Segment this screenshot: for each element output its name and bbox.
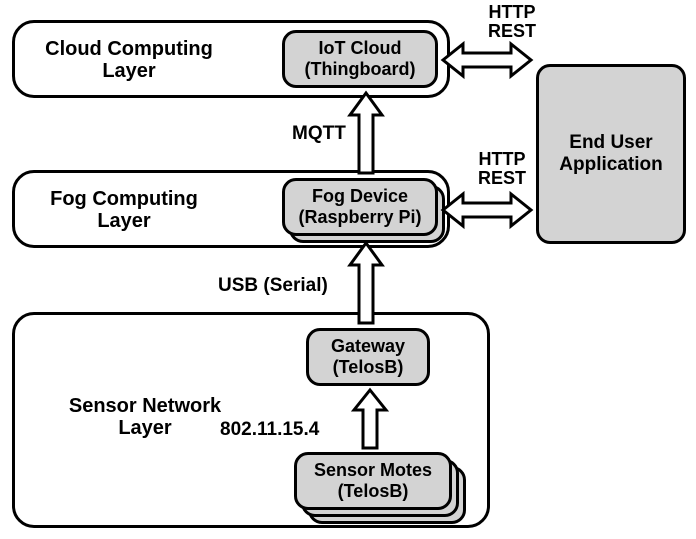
- label-usb-text: USB (Serial): [218, 275, 328, 296]
- arrow-http-top: [443, 44, 531, 76]
- layer-sensor-title-l1: Sensor Network: [69, 395, 221, 417]
- label-ieee-text: 802.11.15.4: [220, 419, 319, 440]
- layer-fog-title-l2: Layer: [97, 210, 150, 232]
- node-motes-l1: Sensor Motes: [314, 460, 432, 481]
- node-gateway-l2: (TelosB): [333, 357, 404, 378]
- label-http-top: HTTP REST: [488, 3, 536, 41]
- layer-fog-title: Fog Computing Layer: [34, 188, 214, 232]
- arrow-ieee: [354, 390, 386, 448]
- node-end-user-l1: End User: [569, 132, 652, 154]
- node-fog-device-l2: (Raspberry Pi): [298, 207, 421, 228]
- label-mqtt: MQTT: [292, 124, 346, 144]
- layer-cloud-title-l2: Layer: [102, 60, 155, 82]
- node-gateway-l1: Gateway: [331, 336, 405, 357]
- node-fog-device-l1: Fog Device: [312, 186, 408, 207]
- layer-cloud-title-l1: Cloud Computing: [45, 38, 213, 60]
- label-http-top-l2: REST: [488, 21, 536, 41]
- label-mqtt-text: MQTT: [292, 123, 346, 144]
- layer-sensor-title-l2: Layer: [118, 417, 171, 439]
- node-motes-l2: (TelosB): [338, 481, 409, 502]
- label-http-top-l1: HTTP: [489, 2, 536, 22]
- label-ieee: 802.11.15.4: [220, 420, 319, 440]
- node-gateway: Gateway (TelosB): [306, 328, 430, 386]
- arrow-http-mid: [443, 194, 531, 226]
- node-end-user-l2: Application: [559, 154, 662, 176]
- label-http-mid-l1: HTTP: [479, 149, 526, 169]
- node-fog-device: Fog Device (Raspberry Pi): [282, 178, 438, 236]
- arrow-mqtt: [350, 93, 382, 173]
- layer-cloud-title: Cloud Computing Layer: [34, 38, 224, 82]
- diagram-canvas: Cloud Computing Layer Fog Computing Laye…: [0, 0, 696, 539]
- label-http-mid-l2: REST: [478, 168, 526, 188]
- arrow-usb: [350, 243, 382, 323]
- layer-fog-title-l1: Fog Computing: [50, 188, 198, 210]
- node-motes: Sensor Motes (TelosB): [294, 452, 452, 510]
- node-end-user: End User Application: [536, 64, 686, 244]
- node-iot-cloud-l1: IoT Cloud: [319, 38, 402, 59]
- label-http-mid: HTTP REST: [478, 150, 526, 188]
- layer-sensor-title: Sensor Network Layer: [60, 395, 230, 439]
- label-usb: USB (Serial): [218, 276, 328, 296]
- node-iot-cloud-l2: (Thingboard): [305, 59, 416, 80]
- node-iot-cloud: IoT Cloud (Thingboard): [282, 30, 438, 88]
